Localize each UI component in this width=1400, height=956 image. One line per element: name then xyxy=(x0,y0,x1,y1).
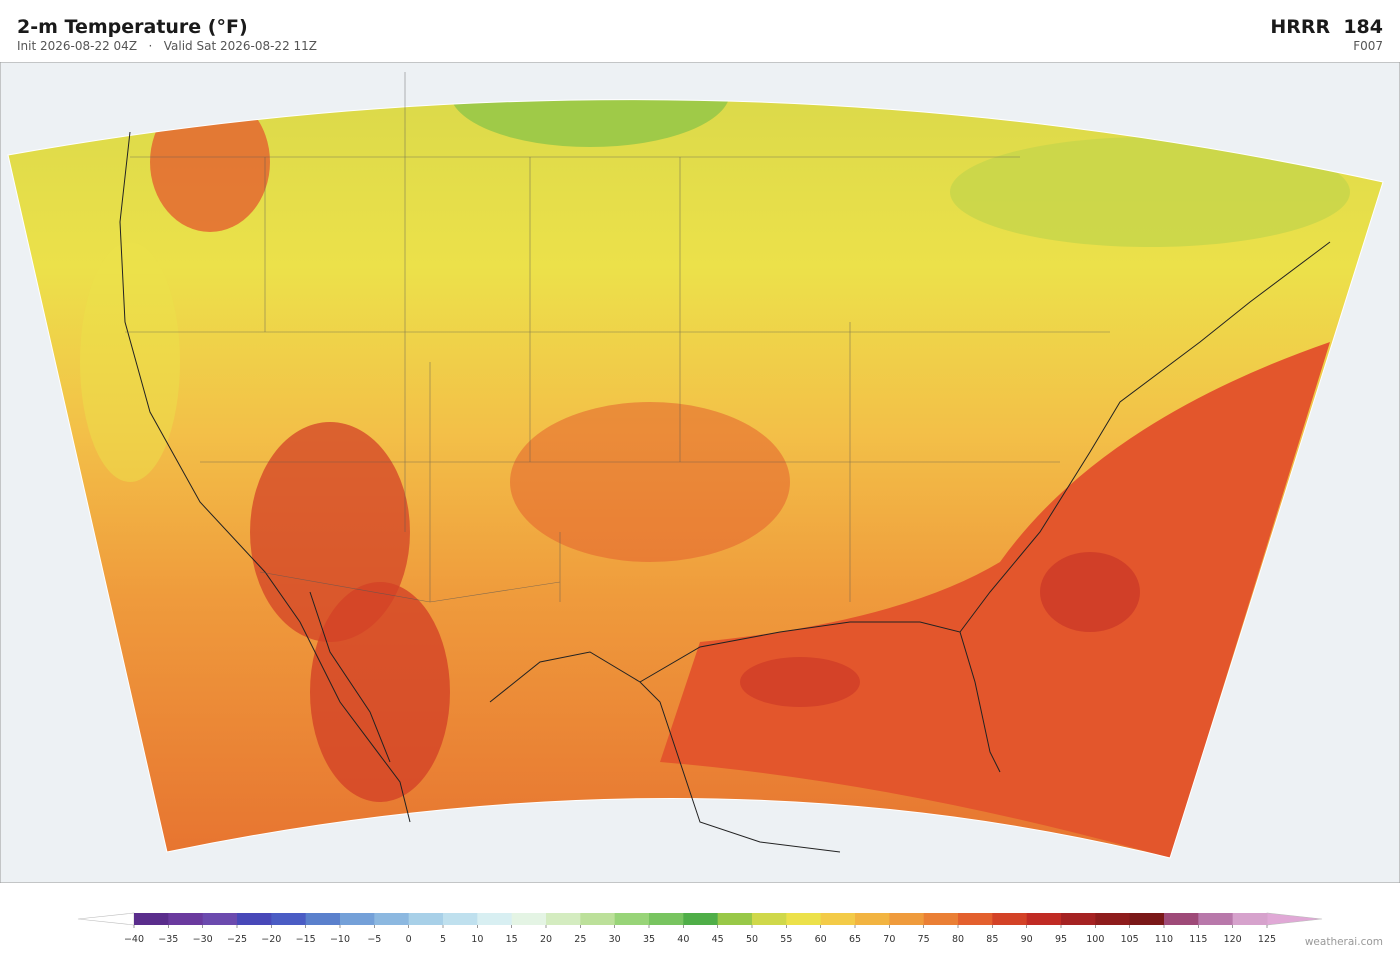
tick-label: 75 xyxy=(918,934,930,945)
subtitle: Init 2026-08-22 04Z · Valid Sat 2026-08-… xyxy=(17,39,318,53)
tick-label: 45 xyxy=(712,934,724,945)
tick-label: −25 xyxy=(227,934,247,945)
color-segment xyxy=(1232,913,1268,925)
tick-label: −30 xyxy=(193,934,213,945)
tick-label: 10 xyxy=(471,934,483,945)
color-segment xyxy=(580,913,616,925)
tick-label: −40 xyxy=(124,934,144,945)
title: 2-m Temperature (°F) xyxy=(17,16,248,38)
color-segment xyxy=(614,913,650,925)
color-segment xyxy=(1164,913,1199,925)
color-segment xyxy=(1129,913,1165,925)
map xyxy=(0,62,1400,883)
color-segment xyxy=(237,913,272,925)
tick-label: 85 xyxy=(986,934,998,945)
color-segment xyxy=(511,913,547,925)
tick-label: 50 xyxy=(746,934,758,945)
tick-label: 25 xyxy=(574,934,586,945)
color-segment xyxy=(958,913,993,925)
tick-label: 110 xyxy=(1155,934,1173,945)
header: 2-m Temperature (°F) Init 2026-08-22 04Z… xyxy=(0,0,1400,62)
color-segment xyxy=(1026,913,1062,925)
color-segment xyxy=(271,913,307,925)
tick-label: 80 xyxy=(952,934,964,945)
tick-label: 95 xyxy=(1055,934,1067,945)
tick-label: 100 xyxy=(1086,934,1104,945)
tick-label: 115 xyxy=(1189,934,1207,945)
tick-label: 125 xyxy=(1258,934,1276,945)
tick-label: −5 xyxy=(367,934,381,945)
color-segment xyxy=(649,913,684,925)
borders xyxy=(125,72,1110,603)
tick-label: 0 xyxy=(406,934,412,945)
tick-label: 70 xyxy=(883,934,895,945)
tick-label: 65 xyxy=(849,934,861,945)
color-segment xyxy=(134,913,169,925)
tick-label: 30 xyxy=(609,934,621,945)
tick-label: 40 xyxy=(677,934,689,945)
colorbar: weatherai.com −40 −35 −30 −25 −20 −15 −10 −5 0 5 1… xyxy=(77,912,1383,948)
tick-label: −15 xyxy=(296,934,316,945)
temperature-field xyxy=(8,99,1383,859)
color-segment xyxy=(992,913,1028,925)
color-segment xyxy=(855,913,890,925)
color-segment xyxy=(408,913,444,925)
color-segment xyxy=(443,913,478,925)
forecast-hour: F007 xyxy=(1353,39,1383,53)
color-segment xyxy=(820,913,856,925)
color-segment xyxy=(340,913,375,925)
color-segment xyxy=(752,913,787,925)
color-segment xyxy=(168,913,204,925)
color-segment xyxy=(374,913,410,925)
credit: weatherai.com xyxy=(1305,936,1383,948)
over-extension xyxy=(1266,912,1323,926)
model: HRRR 184 xyxy=(1270,16,1383,38)
color-segment xyxy=(1198,913,1234,925)
color-segment xyxy=(305,913,341,925)
tick-label: 90 xyxy=(1021,934,1033,945)
color-segment xyxy=(202,913,238,925)
color-segment xyxy=(889,913,925,925)
tick-label: 20 xyxy=(540,934,552,945)
tick-label: −10 xyxy=(330,934,350,945)
tick-label: 15 xyxy=(506,934,518,945)
tick-label: 60 xyxy=(815,934,827,945)
tick-label: −20 xyxy=(261,934,281,945)
color-segment xyxy=(786,913,822,925)
tick-label: 55 xyxy=(780,934,792,945)
under-extension xyxy=(77,912,135,926)
color-segment xyxy=(717,913,753,925)
tick-label: 5 xyxy=(440,934,446,945)
color-segment xyxy=(1095,913,1131,925)
coastlines xyxy=(119,131,1331,853)
tick-label: −35 xyxy=(158,934,178,945)
color-segment xyxy=(683,913,719,925)
color-segment xyxy=(923,913,959,925)
color-segment xyxy=(477,913,513,925)
tick-label: 120 xyxy=(1224,934,1242,945)
color-segment xyxy=(546,913,581,925)
color-segment xyxy=(1061,913,1096,925)
tick-label: 105 xyxy=(1121,934,1139,945)
tick-label: 35 xyxy=(643,934,655,945)
domain-edge xyxy=(7,99,1384,859)
